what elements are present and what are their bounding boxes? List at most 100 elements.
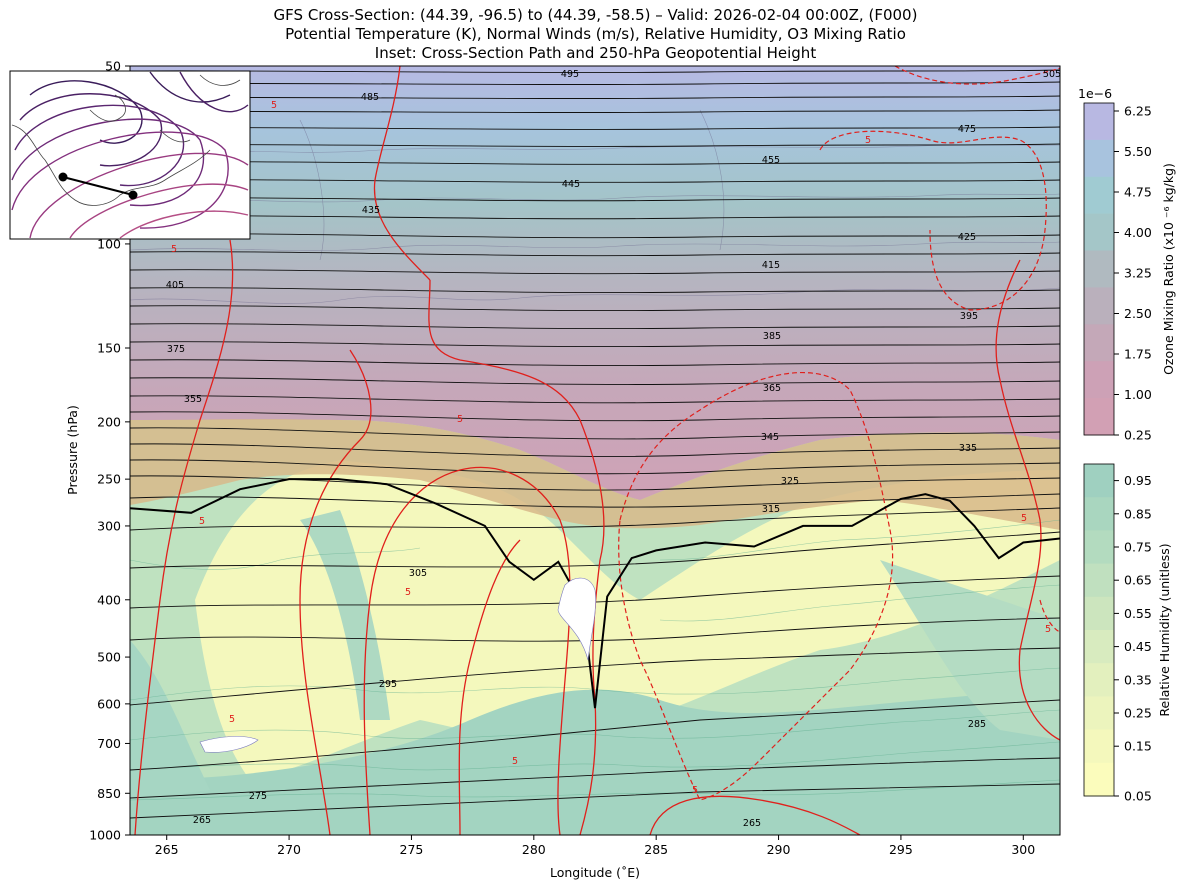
colorbar-swatch xyxy=(1084,250,1114,288)
ozone-contours xyxy=(130,109,1060,304)
colorbar-tick-label: 0.85 xyxy=(1124,506,1152,521)
wind-contour-label: 5 xyxy=(457,414,463,425)
colorbar-swatch xyxy=(1084,324,1114,362)
colorbar-swatch xyxy=(1084,497,1114,531)
colorbar-tick-label: 0.15 xyxy=(1124,739,1152,754)
colorbar-tick-label: 0.75 xyxy=(1124,540,1152,555)
y-tick-label: 1000 xyxy=(89,828,121,843)
colorbar-tick-label: 2.50 xyxy=(1124,306,1152,321)
isentrope-label: 485 xyxy=(361,92,379,103)
humidity-colorbar: Relative Humidity (unitless) 0.95 0.85 0.7… xyxy=(1083,463,1172,804)
colorbar-swatch xyxy=(1084,696,1114,731)
colorbar-tick-label: 0.65 xyxy=(1124,573,1152,588)
colorbar-swatch xyxy=(1084,103,1114,141)
colorbar-swatch xyxy=(1084,563,1114,598)
inset-title: Inset: Cross-Section Path and 250-hPa Ge… xyxy=(374,44,817,62)
colorbar-tick-label: 6.25 xyxy=(1124,104,1152,119)
isentrope-label: 275 xyxy=(249,791,267,802)
colorbar-swatch xyxy=(1084,630,1114,664)
humidity-moist-column xyxy=(300,510,390,720)
y-axis-label: Pressure (hPa) xyxy=(65,405,80,495)
isentrope-label: 355 xyxy=(184,394,202,405)
colorbar-swatch xyxy=(1084,287,1114,325)
isentrope-label: 345 xyxy=(761,432,779,443)
y-tick-label: 150 xyxy=(97,341,121,356)
colorbar-swatch xyxy=(1084,139,1114,178)
x-tick-label: 265 xyxy=(155,842,179,857)
x-axis-ticks: 265 270 275 280 285 290 295 300 xyxy=(155,835,1035,857)
isentrope-label: 475 xyxy=(958,124,976,135)
x-tick-label: 270 xyxy=(277,842,301,857)
normal-wind-negative-contours xyxy=(618,66,1060,801)
isentrope-label: 265 xyxy=(743,818,761,829)
isentrope-label: 445 xyxy=(562,179,580,190)
isentrope-label: 385 xyxy=(763,331,781,342)
wind-contour-label: 5 xyxy=(199,516,205,527)
inset-map xyxy=(9,70,251,240)
y-tick-label: 300 xyxy=(97,518,121,533)
chart-subtitle: Potential Temperature (K), Normal Winds … xyxy=(285,25,906,43)
y-tick-label: 700 xyxy=(97,736,121,751)
colorbar-tick-label: 5.50 xyxy=(1124,144,1152,159)
isentrope-label: 505 xyxy=(1043,69,1061,80)
x-tick-label: 280 xyxy=(522,842,546,857)
colorbar-tick-label: 4.00 xyxy=(1124,225,1152,240)
wind-contour-label: 5 xyxy=(512,756,518,767)
isentrope-label: 365 xyxy=(763,383,781,394)
isentrope-label: 375 xyxy=(167,344,185,355)
colorbar-tick-label: 0.25 xyxy=(1124,428,1152,443)
isentrope-label: 395 xyxy=(960,311,978,322)
wind-contour-label: 5 xyxy=(229,714,235,725)
colorbar-tick-label: 0.05 xyxy=(1124,789,1152,804)
colorbar-tick-label: 0.45 xyxy=(1124,639,1152,654)
y-tick-label: 250 xyxy=(97,472,121,487)
isentrope-label: 405 xyxy=(166,280,184,291)
isentrope-label: 285 xyxy=(968,719,986,730)
colorbar-swatch xyxy=(1084,596,1114,631)
tropopause-transition-band xyxy=(130,419,1060,530)
x-tick-label: 295 xyxy=(889,842,913,857)
x-tick-label: 275 xyxy=(400,842,424,857)
relative-humidity-contours xyxy=(130,519,1060,801)
isentrope-label: 415 xyxy=(762,260,780,271)
isentrope-lines xyxy=(130,69,1060,819)
colorbar-tick-label: 0.25 xyxy=(1124,706,1152,721)
colorbar-swatch xyxy=(1084,398,1114,436)
missing-data-patch-2 xyxy=(199,736,259,753)
x-axis-label: Longitude (˚E) xyxy=(550,865,640,880)
isentrope-label: 325 xyxy=(781,476,799,487)
colorbar-tick-label: 0.55 xyxy=(1124,606,1152,621)
x-tick-label: 285 xyxy=(644,842,668,857)
wind-contour-label: 5 xyxy=(692,785,698,796)
colorbar-tick-label: 0.35 xyxy=(1124,672,1152,687)
wind-contour-label: 5 xyxy=(1045,624,1051,635)
ozone-colorbar-label: Ozone Mixing Ratio (x10 ⁻⁶ kg/kg) xyxy=(1161,163,1176,375)
colorbar-swatch xyxy=(1084,530,1114,565)
colorbar-swatch xyxy=(1084,213,1114,252)
colorbar-tick-label: 1.00 xyxy=(1124,387,1152,402)
wind-contour-label: 5 xyxy=(865,135,871,146)
isentrope-label: 295 xyxy=(379,679,397,690)
x-tick-label: 290 xyxy=(767,842,791,857)
colorbar-tick-label: 0.95 xyxy=(1124,473,1152,488)
colorbar-swatch xyxy=(1084,762,1114,797)
wind-contour-label: 5 xyxy=(1021,513,1027,524)
y-tick-label: 100 xyxy=(97,236,121,251)
ozone-colorbar-exponent: 1e−6 xyxy=(1078,86,1112,101)
isentrope-label: 305 xyxy=(409,568,427,579)
isentrope-label: 455 xyxy=(762,155,780,166)
colorbar-tick-label: 1.75 xyxy=(1124,347,1152,362)
colorbar-swatch xyxy=(1084,176,1114,215)
colorbar-swatch xyxy=(1084,663,1114,697)
colorbar-swatch xyxy=(1084,464,1114,498)
y-tick-label: 400 xyxy=(97,592,121,607)
colorbar-swatch xyxy=(1084,729,1114,764)
isentrope-label: 315 xyxy=(762,504,780,515)
humidity-moist-lower xyxy=(130,689,1060,835)
colorbar-tick-label: 4.75 xyxy=(1124,185,1152,200)
ozone-colorbar: 1e−6 Ozone Mixing Ratio (x10 ⁻⁶ kg/kg) 6… xyxy=(1078,86,1176,443)
y-tick-label: 50 xyxy=(105,59,121,74)
ozone-field xyxy=(130,66,1060,500)
y-tick-label: 500 xyxy=(97,650,121,665)
